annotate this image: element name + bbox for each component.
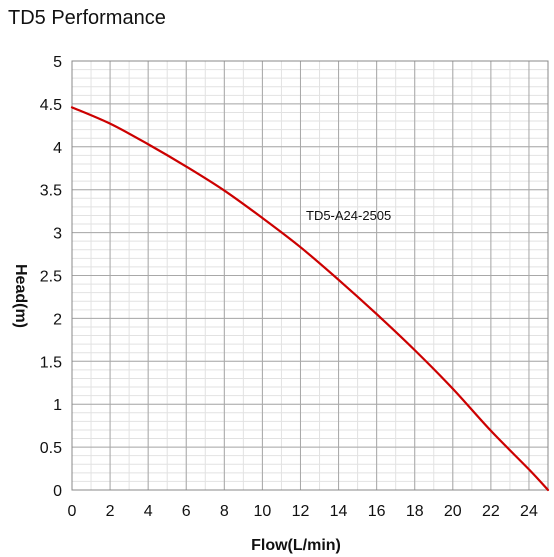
y-tick-label: 4.5 [40,97,62,114]
y-tick-label: 2.5 [40,269,62,286]
x-tick-label: 20 [444,503,462,520]
grid [71,60,549,491]
x-tick-label: 4 [144,503,153,520]
x-tick-label: 0 [68,503,77,520]
x-tick-label: 16 [368,503,386,520]
x-tick-label: 6 [182,503,191,520]
y-tick-label: 2 [53,311,62,328]
y-tick-label: 3 [53,226,62,243]
x-axis-label: Flow(L/min) [251,537,341,554]
y-axis-ticks: 0 0.5 1 1.5 2 2.5 3 3.5 4 4.5 5 [40,54,62,500]
x-tick-label: 12 [292,503,310,520]
x-tick-label: 10 [254,503,272,520]
y-tick-label: 0.5 [40,440,62,457]
x-tick-label: 18 [406,503,424,520]
x-tick-label: 24 [520,503,538,520]
x-tick-label: 2 [106,503,115,520]
plot-frame [71,60,549,491]
plot-border [71,60,549,491]
y-tick-label: 1 [53,397,62,414]
y-axis-label: Head(m) [12,264,29,328]
x-axis-ticks: 0 2 4 6 8 10 12 14 16 18 20 22 24 [68,503,538,520]
y-tick-label: 3.5 [40,183,62,200]
series-annotation: TD5-A24-2505 [306,208,391,223]
y-tick-label: 0 [53,483,62,500]
series-line [70,106,550,492]
series-group [70,106,550,492]
x-tick-label: 14 [330,503,348,520]
chart-title: TD5 Performance [8,7,166,29]
y-tick-label: 1.5 [40,354,62,371]
x-tick-label: 8 [220,503,229,520]
x-tick-label: 22 [482,503,500,520]
y-tick-label: 5 [53,54,62,71]
y-tick-label: 4 [53,140,62,157]
